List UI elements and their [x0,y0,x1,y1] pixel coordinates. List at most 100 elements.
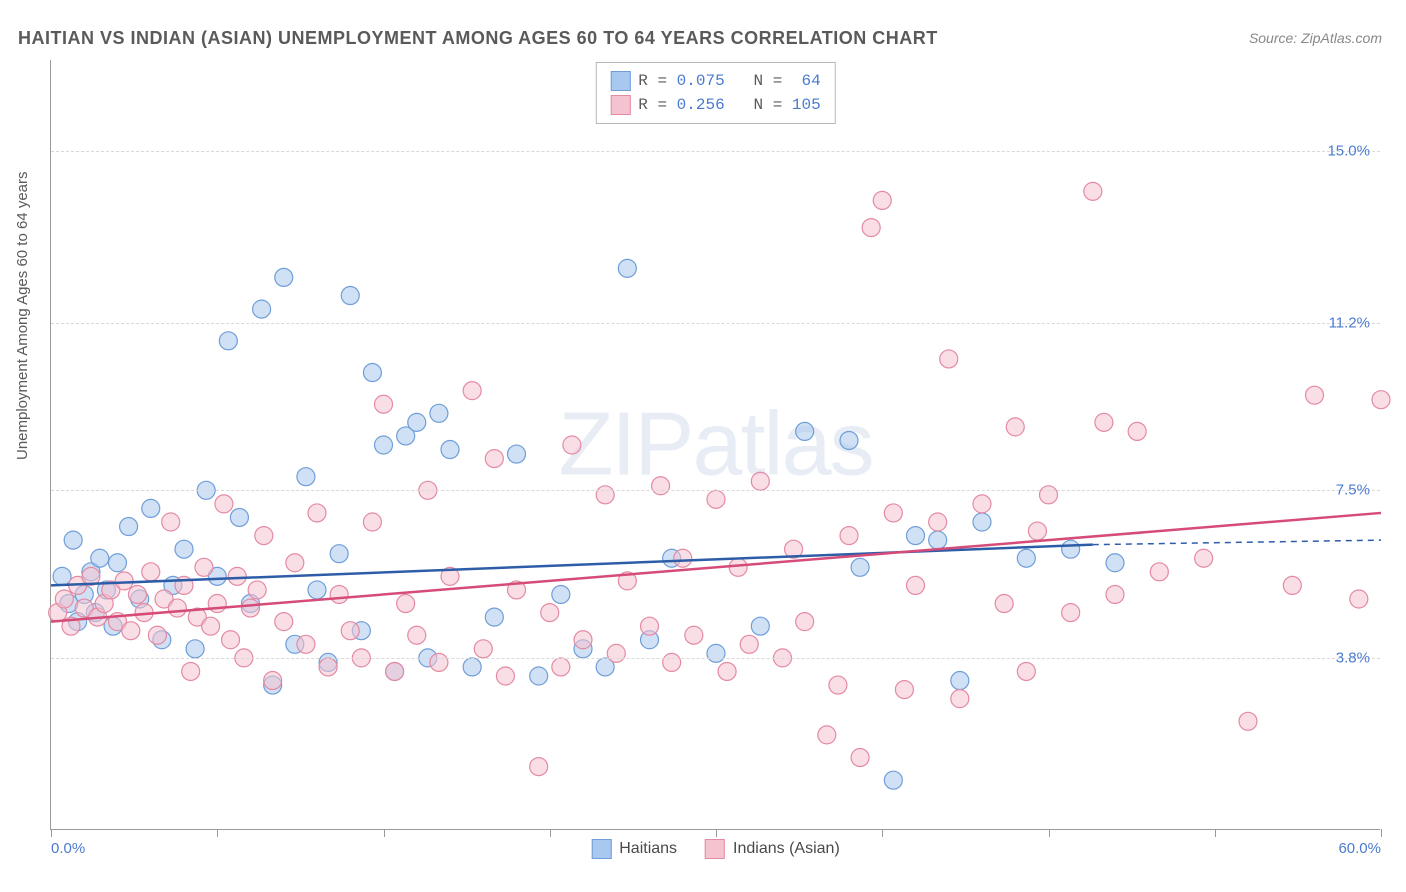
legend-row: R = 0.256 N = 105 [610,93,820,117]
scatter-point [1150,563,1168,581]
scatter-point [951,672,969,690]
scatter-point [195,558,213,576]
scatter-point [929,513,947,531]
gridline [51,151,1380,152]
legend-swatch [610,95,630,115]
scatter-point [729,558,747,576]
scatter-point [248,581,266,599]
scatter-point [408,413,426,431]
scatter-point [286,554,304,572]
scatter-point [386,662,404,680]
scatter-point [463,658,481,676]
scatter-point [397,595,415,613]
scatter-point [1084,182,1102,200]
scatter-point [1028,522,1046,540]
series-legend-label: Haitians [619,840,677,858]
scatter-point [363,513,381,531]
gridline [51,323,1380,324]
legend-swatch [610,71,630,91]
scatter-point [1106,585,1124,603]
x-tick [217,829,218,837]
scatter-point [1350,590,1368,608]
series-legend-label: Indians (Asian) [733,840,840,858]
scatter-point [796,422,814,440]
scatter-point [707,490,725,508]
scatter-point [751,472,769,490]
series-legend-item: Haitians [591,839,677,859]
scatter-point [663,653,681,671]
scatter-point [951,690,969,708]
y-axis-label: Unemployment Among Ages 60 to 64 years [14,171,31,460]
scatter-point [53,567,71,585]
scatter-point [319,658,337,676]
scatter-point [142,563,160,581]
scatter-point [474,640,492,658]
scatter-point [222,631,240,649]
scatter-point [652,477,670,495]
scatter-point [363,364,381,382]
scatter-point [230,508,248,526]
scatter-point [142,499,160,517]
series-legend: Haitians Indians (Asian) [591,839,840,859]
scatter-point [120,518,138,536]
scatter-point [607,644,625,662]
scatter-point [685,626,703,644]
x-tick [1215,829,1216,837]
y-tick-label: 7.5% [1336,482,1370,499]
scatter-point [873,191,891,209]
x-tick [882,829,883,837]
scatter-point [109,554,127,572]
scatter-point [552,658,570,676]
scatter-point [330,545,348,563]
scatter-point [1006,418,1024,436]
scatter-point [840,527,858,545]
scatter-point [202,617,220,635]
scatter-point [1239,712,1257,730]
x-tick [1381,829,1382,837]
scatter-point [895,681,913,699]
scatter-point [829,676,847,694]
scatter-point [674,549,692,567]
scatter-point [641,617,659,635]
scatter-point [884,771,902,789]
scatter-point [929,531,947,549]
x-tick-label: 60.0% [1338,840,1381,857]
legend-row: R = 0.075 N = 64 [610,69,820,93]
scatter-point [1062,604,1080,622]
scatter-point [851,558,869,576]
legend-swatch [705,839,725,859]
scatter-point [408,626,426,644]
scatter-point [751,617,769,635]
scatter-point [441,441,459,459]
trend-line [51,513,1381,622]
scatter-point [1095,413,1113,431]
scatter-point [485,608,503,626]
scatter-point [168,599,186,617]
x-tick-label: 0.0% [51,840,85,857]
scatter-point [973,495,991,513]
scatter-point [182,662,200,680]
scatter-point [55,590,73,608]
scatter-point [330,585,348,603]
scatter-point [264,672,282,690]
scatter-point [1106,554,1124,572]
x-tick [716,829,717,837]
plot-svg [51,60,1380,829]
scatter-point [884,504,902,522]
scatter-point [242,599,260,617]
source-label: Source: ZipAtlas.com [1249,30,1382,46]
scatter-point [1040,486,1058,504]
gridline [51,490,1380,491]
scatter-point [530,667,548,685]
legend-swatch [591,839,611,859]
scatter-point [162,513,180,531]
scatter-point [840,431,858,449]
scatter-point [496,667,514,685]
scatter-point [796,613,814,631]
scatter-point [375,436,393,454]
y-tick-label: 15.0% [1327,142,1370,159]
scatter-point [115,572,133,590]
scatter-point [297,468,315,486]
scatter-point [718,662,736,680]
scatter-point [275,613,293,631]
